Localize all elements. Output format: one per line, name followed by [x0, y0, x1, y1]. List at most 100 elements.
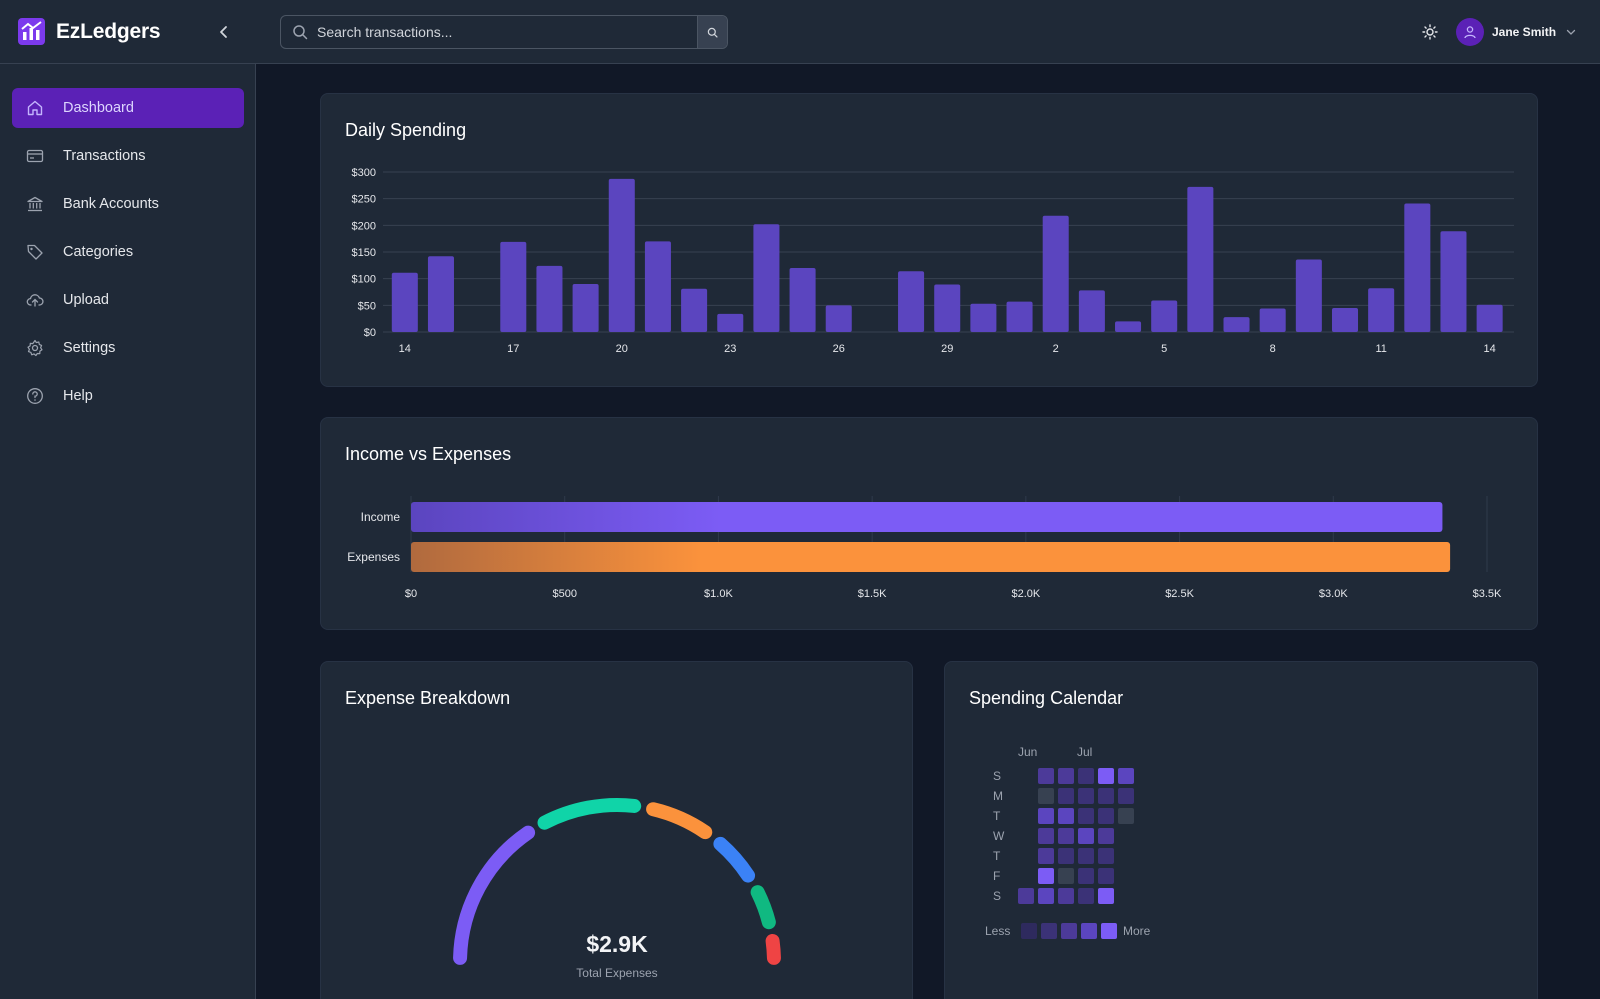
sidebar-item-upload[interactable]: Upload	[12, 280, 244, 320]
calendar-day-cell	[1078, 788, 1094, 804]
help-circle-icon	[25, 386, 45, 406]
y-tick-label: $300	[352, 167, 376, 179]
calendar-day-cell	[1038, 888, 1054, 904]
avatar	[1456, 18, 1484, 46]
card-title: Expense Breakdown	[345, 688, 511, 708]
daily-spending-chart: $0 $50 $100 $150 $200 $250 $300 14 17 20 23 26 29 2 5 8…	[352, 167, 1514, 355]
bar-23	[717, 313, 744, 332]
calendar-day-cell	[1038, 788, 1054, 804]
chevron-left-icon	[220, 26, 227, 38]
y-tick-label: $150	[352, 247, 376, 259]
sun-icon	[1422, 24, 1438, 40]
calendar-day-cell	[1078, 808, 1094, 824]
top-bar: EzLedgers	[0, 0, 1600, 64]
bar-6	[1187, 186, 1214, 332]
x-tick-label: 20	[616, 343, 628, 355]
card-title: Spending Calendar	[969, 688, 1124, 708]
sidebar-item-bank-accounts[interactable]: Bank Accounts	[12, 184, 244, 224]
bar-26	[825, 305, 852, 332]
x-tick-label: 29	[941, 343, 953, 355]
sidebar-item-settings[interactable]: Settings	[12, 328, 244, 368]
bar-14	[1476, 304, 1503, 332]
y-category-label: Income	[361, 510, 401, 524]
income-vs-expenses-card: Income vs Expenses $0 $500 $1.0K $1.5K $2.0K…	[320, 417, 1538, 630]
bar-24	[753, 224, 780, 332]
calendar-day-cell	[1058, 848, 1074, 864]
x-tick-label: $2.5K	[1165, 588, 1194, 600]
month-label: Jun	[1018, 745, 1038, 759]
bar-17	[500, 241, 527, 332]
x-tick-label: $2.0K	[1011, 588, 1040, 600]
search-input[interactable]	[317, 16, 687, 48]
x-tick-label: 11	[1375, 343, 1386, 355]
bar-5	[1151, 300, 1178, 332]
total-expenses-value: $2.9K	[586, 931, 648, 957]
calendar-day-cell	[1038, 848, 1054, 864]
legend-swatch	[1101, 923, 1117, 939]
calendar-day-cell	[1058, 788, 1074, 804]
sidebar-item-transactions[interactable]: Transactions	[12, 136, 244, 176]
bar-3	[1078, 290, 1105, 332]
user-name: Jane Smith	[1492, 25, 1557, 39]
x-tick-label: 14	[1484, 343, 1496, 355]
bar-29	[934, 284, 961, 332]
bar-14	[391, 272, 418, 332]
calendar-day-cell	[1078, 888, 1094, 904]
gauge-segment	[765, 933, 781, 965]
user-menu[interactable]: Jane Smith	[1456, 17, 1576, 47]
credit-card-icon	[25, 146, 45, 166]
search-bar	[280, 15, 728, 49]
bar-12	[1404, 203, 1431, 332]
card-title: Daily Spending	[345, 120, 467, 140]
bar-15	[427, 256, 454, 332]
legend-less-label: Less	[985, 924, 1011, 938]
sidebar-item-help[interactable]: Help	[12, 376, 244, 416]
bar-11	[1368, 288, 1395, 332]
sidebar-item-dashboard[interactable]: Dashboard	[12, 88, 244, 128]
legend-swatch	[1021, 923, 1037, 939]
calendar-day-cell	[1098, 848, 1114, 864]
sidebar-item-label: Dashboard	[63, 100, 134, 116]
sidebar-item-label: Bank Accounts	[63, 196, 159, 212]
sidebar-item-label: Help	[63, 388, 93, 404]
bar-13	[1440, 231, 1467, 332]
search-button[interactable]	[697, 16, 727, 48]
calendar-day-cell	[1118, 768, 1134, 784]
calendar-day-cell	[1098, 768, 1114, 784]
tag-icon	[25, 242, 45, 262]
x-tick-label: 23	[724, 343, 736, 355]
gauge-segment	[453, 825, 536, 965]
theme-toggle-button[interactable]	[1420, 22, 1440, 42]
month-label: Jul	[1077, 745, 1093, 759]
y-category-label: Expenses	[347, 550, 400, 564]
x-tick-label: 2	[1053, 343, 1059, 355]
total-expenses-label: Total Expenses	[576, 966, 658, 980]
bar-8	[1259, 308, 1286, 332]
bank-icon	[25, 194, 45, 214]
bar-20	[608, 178, 635, 332]
bar-30	[970, 303, 997, 332]
calendar-day-cell	[1058, 828, 1074, 844]
calendar-day-cell	[1038, 768, 1054, 784]
home-icon	[25, 98, 45, 118]
bar-21	[644, 241, 671, 332]
sidebar-item-categories[interactable]: Categories	[12, 232, 244, 272]
x-tick-label: 26	[833, 343, 845, 355]
calendar-day-cell	[1058, 768, 1074, 784]
x-tick-label: 5	[1161, 343, 1167, 355]
calendar-day-cell	[1038, 868, 1054, 884]
x-tick-label: 8	[1270, 343, 1276, 355]
y-tick-label: $200	[352, 220, 376, 232]
user-icon	[1464, 26, 1476, 39]
calendar-day-cell	[1058, 808, 1074, 824]
calendar-day-cell	[1078, 828, 1094, 844]
bar-19	[572, 284, 599, 332]
legend-swatch	[1041, 923, 1057, 939]
bar-income	[411, 502, 1443, 532]
daily-spending-card: Daily Spending $0 $50 $100 $150 $200 $250 $300…	[320, 93, 1538, 387]
day-label: S	[993, 769, 1002, 783]
sidebar: Dashboard Transactions Bank Accounts Cat…	[0, 64, 256, 999]
collapse-sidebar-button[interactable]	[212, 20, 236, 44]
calendar-day-cell	[1098, 828, 1114, 844]
